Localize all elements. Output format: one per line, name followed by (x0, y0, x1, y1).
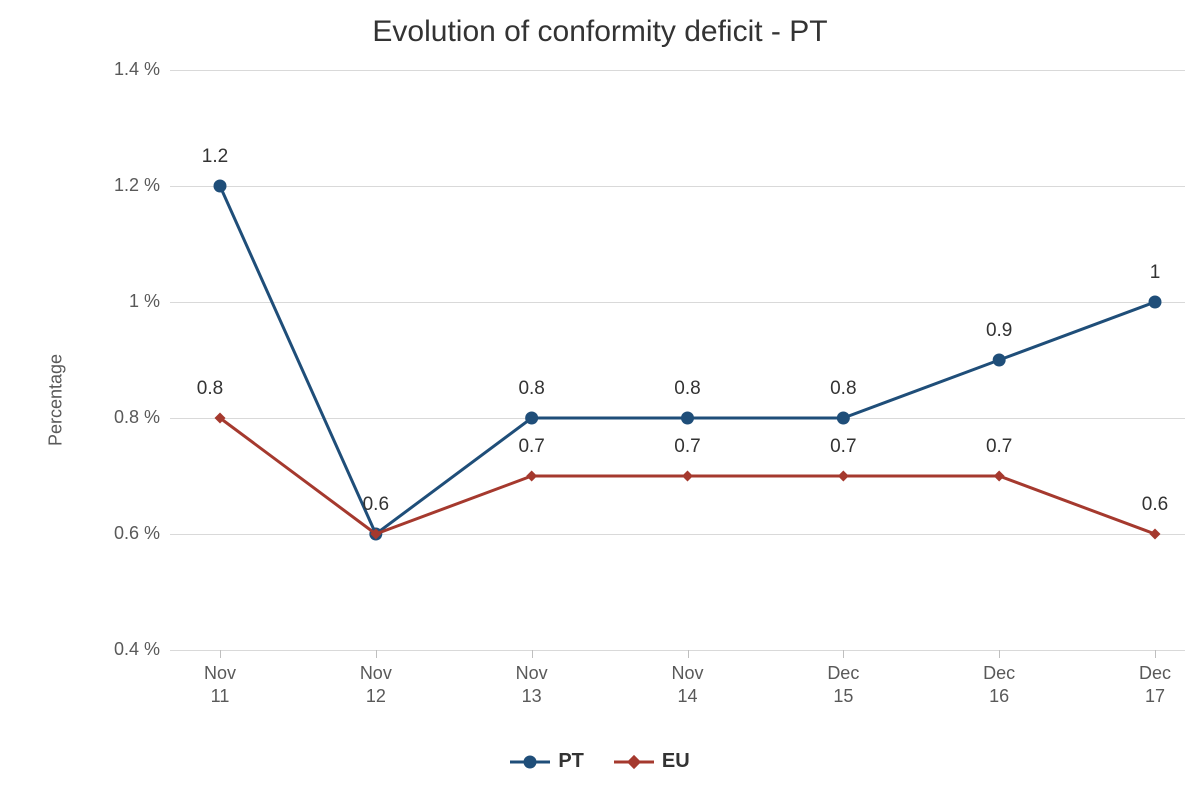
chart-container: Evolution of conformity deficit - PT Per… (0, 0, 1200, 800)
series-marker-PT (993, 354, 1006, 367)
data-label: 0.6 (1130, 494, 1180, 516)
data-label: 0.7 (974, 436, 1024, 458)
legend-swatch (614, 755, 654, 769)
data-label: 0.8 (507, 378, 557, 400)
series-marker-PT (837, 412, 850, 425)
series-marker-PT (681, 412, 694, 425)
series-marker-PT (1149, 296, 1162, 309)
series-marker-EU (526, 470, 537, 481)
data-label: 0.8 (663, 378, 713, 400)
legend-item-PT: PT (510, 750, 584, 773)
data-label: 1 (1130, 262, 1180, 284)
data-label: 0.8 (818, 378, 868, 400)
series-marker-EU (1150, 529, 1161, 540)
legend-label: PT (558, 750, 584, 773)
data-label: 0.7 (818, 436, 868, 458)
data-label: 0.8 (185, 378, 235, 400)
data-label: 0.6 (351, 494, 401, 516)
plot-svg (0, 0, 1200, 800)
series-marker-EU (994, 470, 1005, 481)
data-label: 0.9 (974, 320, 1024, 342)
data-label: 0.7 (507, 436, 557, 458)
series-marker-PT (525, 412, 538, 425)
data-label: 0.7 (663, 436, 713, 458)
series-marker-PT (214, 180, 227, 193)
legend-item-EU: EU (614, 750, 690, 773)
data-label: 1.2 (190, 146, 240, 168)
legend-swatch (510, 755, 550, 769)
legend: PT EU (0, 750, 1200, 775)
series-marker-EU (838, 471, 849, 482)
legend-label: EU (662, 750, 690, 773)
series-marker-EU (682, 470, 693, 481)
